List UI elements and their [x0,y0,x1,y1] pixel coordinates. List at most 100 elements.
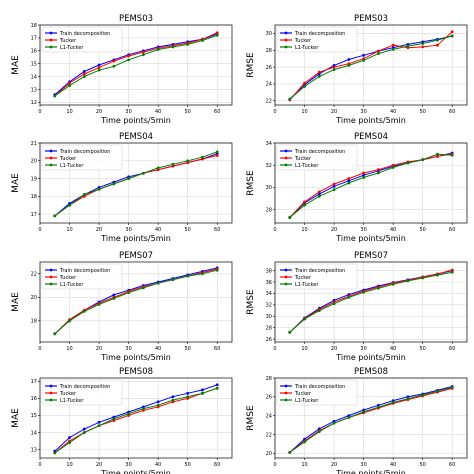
x-tick-label: 0 [273,462,276,468]
x-tick-label: 50 [420,227,426,233]
y-tick-label: 22 [266,432,272,438]
data-point-l1 [156,403,160,407]
legend-label-tucker: Tucker [294,38,312,44]
legend-marker-train [284,149,288,153]
data-point-tucker [215,31,219,35]
data-point-l1 [171,398,175,402]
data-point-train [215,383,219,387]
series-line-train [54,33,218,96]
data-point-l1 [332,68,336,72]
legend-marker-tucker [49,38,53,42]
data-point-l1 [127,58,131,62]
data-point-l1 [421,42,425,45]
y-tick-label: 28 [266,376,272,382]
data-point-l1 [112,182,116,186]
data-point-l1 [215,150,219,154]
series-line-tucker [289,31,453,101]
data-point-l1 [68,441,71,445]
data-point-tucker [82,72,86,76]
data-point-l1 [406,161,410,165]
x-tick-label: 0 [38,462,41,468]
x-tick-label: 60 [449,227,455,233]
data-point-tucker [421,45,425,49]
data-point-l1 [201,39,204,42]
legend-marker-l1 [284,45,288,49]
legend-label-tucker: Tucker [59,391,77,397]
x-tick-label: 50 [420,462,426,468]
x-tick-label: 60 [449,462,455,468]
x-tick-label: 40 [390,462,396,468]
data-point-l1 [97,424,101,428]
x-tick-label: 50 [185,227,191,233]
x-tick-label: 10 [301,346,307,352]
x-tick-label: 20 [96,462,102,468]
x-tick-label: 20 [331,346,337,352]
y-axis-label: MAE [11,408,21,428]
data-point-l1 [303,203,306,207]
x-tick-label: 30 [125,109,131,115]
data-point-l1 [317,430,321,434]
data-point-l1 [421,158,425,162]
data-point-l1 [82,431,86,434]
data-point-l1 [186,395,190,399]
data-point-tucker [215,154,219,157]
chart-panel-2: 0 10 20 30 40 50 60 22 24 26 28 30 Train decompositi… [246,14,468,125]
legend-label-train: Train decomposition [59,268,110,274]
data-point-l1 [141,286,145,290]
x-axis-label: Time points/5min [100,116,171,125]
y-tick-label: 17 [31,36,37,42]
data-point-l1 [201,155,204,159]
y-tick-label: 17 [31,379,37,385]
y-axis-label: MAE [11,292,21,312]
chart-title: PEMS03 [119,14,153,24]
data-point-l1 [68,319,71,323]
legend-label-train: Train decomposition [59,149,110,155]
data-point-l1 [186,42,190,46]
axes-frame [39,142,233,224]
data-point-l1 [288,450,292,454]
data-point-train [112,293,116,297]
legend-marker-l1 [49,282,53,286]
y-tick-label: 26 [266,337,272,343]
data-point-l1 [186,159,190,163]
data-point-l1 [406,279,410,283]
x-tick-label: 10 [66,346,72,352]
data-point-tucker [362,171,366,175]
data-point-l1 [436,38,439,42]
data-point-l1 [303,440,306,444]
y-axis-label: RMSE [246,170,256,196]
series-line-l1 [289,271,453,333]
x-axis-label: Time points/5min [335,234,406,243]
x-tick-label: 0 [38,109,41,115]
data-point-tucker [317,190,321,194]
data-point-train [317,192,321,196]
chart-panel-1: 0 10 20 30 40 50 60 12 13 14 15 16 17 18 Train decompo… [11,14,233,125]
y-tick-label: 36 [266,280,272,286]
data-point-train [97,63,101,67]
x-tick-label: 10 [66,109,72,115]
data-point-l1 [317,194,321,198]
data-point-tucker [450,268,454,272]
data-point-train [362,173,366,177]
legend-label-train: Train decomposition [294,149,345,155]
x-axis-label: Time points/5min [100,353,171,362]
legend-label-train: Train decomposition [59,31,110,37]
axes-frame [39,261,233,343]
legend-marker-l1 [284,282,288,286]
data-point-l1 [450,386,454,389]
x-tick-label: 40 [390,109,396,115]
chart-title: PEMS08 [354,367,388,377]
x-tick-label: 20 [331,109,337,115]
series-line-l1 [54,387,218,454]
data-point-l1 [127,291,131,294]
y-tick-label: 18 [31,194,37,200]
legend-label-l1: L1-Tucker [295,282,319,288]
legend-marker-tucker [49,391,53,395]
y-tick-label: 16 [31,49,37,55]
data-point-l1 [215,33,219,37]
x-tick-label: 60 [214,109,220,115]
y-tick-label: 34 [266,291,272,297]
x-tick-label: 40 [155,109,161,115]
